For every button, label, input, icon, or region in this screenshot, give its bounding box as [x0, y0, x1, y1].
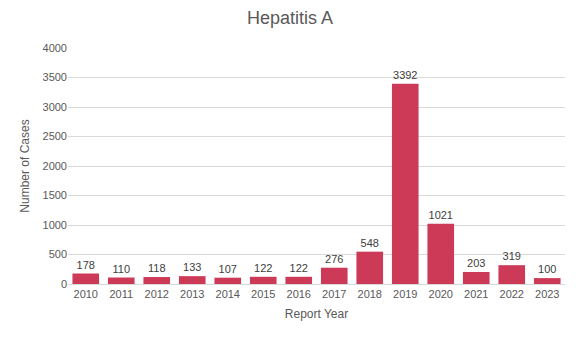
svg-text:107: 107 [219, 263, 237, 275]
svg-text:Number of Cases: Number of Cases [18, 119, 32, 212]
svg-text:1021: 1021 [429, 209, 453, 221]
svg-text:122: 122 [290, 262, 308, 274]
svg-text:2018: 2018 [358, 288, 382, 300]
svg-text:2014: 2014 [216, 288, 240, 300]
svg-text:2023: 2023 [535, 288, 559, 300]
svg-text:2016: 2016 [287, 288, 311, 300]
svg-text:2015: 2015 [251, 288, 275, 300]
svg-text:178: 178 [77, 259, 95, 271]
svg-text:203: 203 [467, 257, 485, 269]
svg-text:3392: 3392 [393, 69, 417, 81]
svg-text:110: 110 [112, 263, 130, 275]
svg-text:548: 548 [361, 237, 379, 249]
svg-text:Report Year: Report Year [285, 307, 348, 321]
svg-text:2012: 2012 [145, 288, 169, 300]
svg-text:Hepatitis A: Hepatitis A [247, 8, 333, 28]
svg-text:3000: 3000 [43, 101, 67, 113]
svg-text:319: 319 [503, 250, 521, 262]
svg-text:2011: 2011 [109, 288, 133, 300]
svg-text:118: 118 [148, 262, 166, 274]
svg-text:122: 122 [254, 262, 272, 274]
svg-text:276: 276 [325, 253, 343, 265]
svg-text:4000: 4000 [43, 42, 67, 54]
svg-text:500: 500 [49, 248, 67, 260]
svg-text:133: 133 [183, 261, 201, 273]
svg-text:0: 0 [61, 278, 67, 290]
svg-text:2000: 2000 [43, 160, 67, 172]
svg-text:3500: 3500 [43, 71, 67, 83]
svg-text:2020: 2020 [429, 288, 453, 300]
svg-text:100: 100 [538, 263, 556, 275]
svg-text:2010: 2010 [74, 288, 98, 300]
svg-text:2022: 2022 [500, 288, 524, 300]
svg-text:2013: 2013 [180, 288, 204, 300]
svg-text:1500: 1500 [43, 189, 67, 201]
svg-text:2021: 2021 [464, 288, 488, 300]
svg-text:2500: 2500 [43, 130, 67, 142]
svg-text:1000: 1000 [43, 219, 67, 231]
svg-text:2019: 2019 [393, 288, 417, 300]
svg-text:2017: 2017 [322, 288, 346, 300]
